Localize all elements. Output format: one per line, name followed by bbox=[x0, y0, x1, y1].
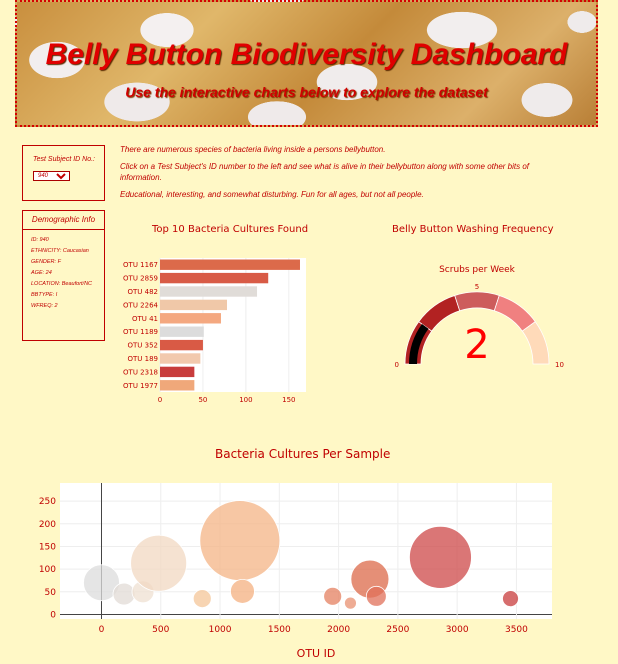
bar-chart: 0 50 100 150 OTU 1167 OTU 2859 OTU 482 OTU 2264… bbox=[123, 258, 306, 404]
bubble-x-tick: 2000 bbox=[327, 625, 350, 635]
bubble-mark bbox=[323, 586, 343, 606]
bubble-x-tick: 500 bbox=[152, 625, 169, 635]
bar-category-label: OTU 1189 bbox=[123, 328, 158, 336]
bubble-mark bbox=[83, 564, 120, 602]
bar-mark bbox=[160, 366, 195, 378]
gauge-tick-label: 5 bbox=[475, 283, 479, 291]
bubble-y-tick: 150 bbox=[39, 542, 56, 552]
subject-select-label: Test Subject ID No.: bbox=[33, 156, 95, 163]
bubble-x-tick: 0 bbox=[99, 625, 105, 635]
gauge-band bbox=[418, 295, 461, 332]
gauge-band bbox=[454, 291, 500, 312]
bar-x-tick: 100 bbox=[239, 396, 252, 404]
bubble-y-tick: 0 bbox=[50, 610, 56, 620]
bar-mark bbox=[160, 272, 269, 284]
demographic-info-panel: Demographic Info ID: 940 ETHNICITY: Cauc… bbox=[22, 210, 105, 341]
demographic-wfreq: WFREQ: 2 bbox=[31, 303, 58, 309]
bar-x-tick: 0 bbox=[158, 396, 162, 404]
gauge-band bbox=[521, 321, 550, 365]
demographic-ethnicity: ETHNICITY: Caucasian bbox=[31, 248, 89, 254]
demographic-info-title: Demographic Info bbox=[23, 211, 104, 230]
gauge-subtitle: Scrubs per Week bbox=[439, 265, 516, 275]
gauge-tick-label: 10 bbox=[555, 361, 564, 369]
bubble-mark bbox=[365, 585, 387, 607]
bar-category-label: OTU 482 bbox=[128, 288, 159, 296]
bar-category-label: OTU 2264 bbox=[123, 301, 158, 309]
demographic-age: AGE: 24 bbox=[31, 270, 52, 276]
gauge-tick-label: 0 bbox=[395, 361, 399, 369]
bar-category-label: OTU 189 bbox=[128, 355, 159, 363]
bar-mark bbox=[160, 353, 201, 364]
page-title: Belly Button Biodiversity Dashboard bbox=[45, 38, 568, 71]
bubble-mark bbox=[192, 589, 212, 608]
subject-select-panel: Test Subject ID No.: 940 bbox=[22, 145, 105, 201]
intro-paragraph: There are numerous species of bacteria l… bbox=[120, 145, 386, 154]
bar-category-label: OTU 1167 bbox=[123, 261, 158, 269]
bar-mark bbox=[160, 313, 221, 324]
bar-mark bbox=[160, 380, 195, 391]
bubble-mark bbox=[230, 578, 255, 604]
demographic-gender: GENDER: F bbox=[31, 259, 61, 265]
bubble-mark bbox=[112, 582, 136, 606]
gauge-chart: Scrubs per Week 0 5 10 2 bbox=[395, 265, 564, 369]
bar-category-label: OTU 352 bbox=[128, 342, 159, 350]
bubble-x-axis-label: OTU ID bbox=[297, 647, 336, 660]
gauge-value: 2 bbox=[464, 322, 489, 368]
bubble-mark bbox=[344, 596, 357, 610]
bubble-y-tick: 250 bbox=[39, 497, 56, 507]
demographic-info-list: ID: 940 ETHNICITY: Caucasian GENDER: F A… bbox=[23, 230, 104, 310]
intro-paragraph: Click on a Test Subject's ID number to t… bbox=[120, 162, 530, 182]
demographic-bbtype: BBTYPE: I bbox=[31, 292, 58, 298]
bar-category-label: OTU 2859 bbox=[123, 275, 158, 283]
header-banner: Belly Button Biodiversity Dashboard Use … bbox=[15, 0, 598, 127]
bar-mark bbox=[160, 299, 227, 311]
bar-mark bbox=[160, 326, 204, 337]
intro-paragraph: Educational, interesting, and somewhat d… bbox=[120, 190, 424, 199]
bubble-mark bbox=[502, 590, 519, 607]
demographic-id: ID: 940 bbox=[31, 237, 49, 243]
gauge-value-bar bbox=[409, 324, 429, 364]
gauge-chart-title: Belly Button Washing Frequency bbox=[392, 224, 554, 235]
bubble-x-tick: 2500 bbox=[386, 625, 409, 635]
bar-mark bbox=[160, 339, 203, 351]
bubble-x-tick: 1500 bbox=[268, 625, 291, 635]
bubble-mark bbox=[409, 525, 472, 589]
bar-mark bbox=[160, 259, 300, 270]
bubble-x-tick: 1000 bbox=[209, 625, 232, 635]
bar-x-tick: 50 bbox=[198, 396, 207, 404]
page-subtitle: Use the interactive charts below to expl… bbox=[125, 84, 488, 100]
bubble-mark bbox=[199, 500, 281, 581]
bar-x-tick: 150 bbox=[282, 396, 295, 404]
bar-category-label: OTU 2318 bbox=[123, 368, 158, 376]
bubble-chart-title: Bacteria Cultures Per Sample bbox=[215, 447, 391, 461]
intro-text: There are numerous species of bacteria l… bbox=[120, 144, 540, 206]
bubble-x-tick: 3500 bbox=[505, 625, 528, 635]
subject-id-dropdown[interactable]: 940 bbox=[33, 171, 70, 181]
bubble-x-tick: 3000 bbox=[446, 625, 469, 635]
bar-category-label: OTU 41 bbox=[132, 315, 158, 323]
bubble-y-tick: 100 bbox=[39, 565, 56, 575]
bubble-y-tick: 50 bbox=[45, 588, 57, 598]
bubble-y-tick: 200 bbox=[39, 520, 56, 530]
bar-chart-title: Top 10 Bacteria Cultures Found bbox=[152, 224, 309, 235]
demographic-location: LOCATION: Beaufort/NC bbox=[31, 281, 93, 287]
bar-category-label: OTU 1977 bbox=[123, 382, 158, 390]
bar-mark bbox=[160, 286, 258, 297]
bubble-mark bbox=[130, 534, 188, 592]
